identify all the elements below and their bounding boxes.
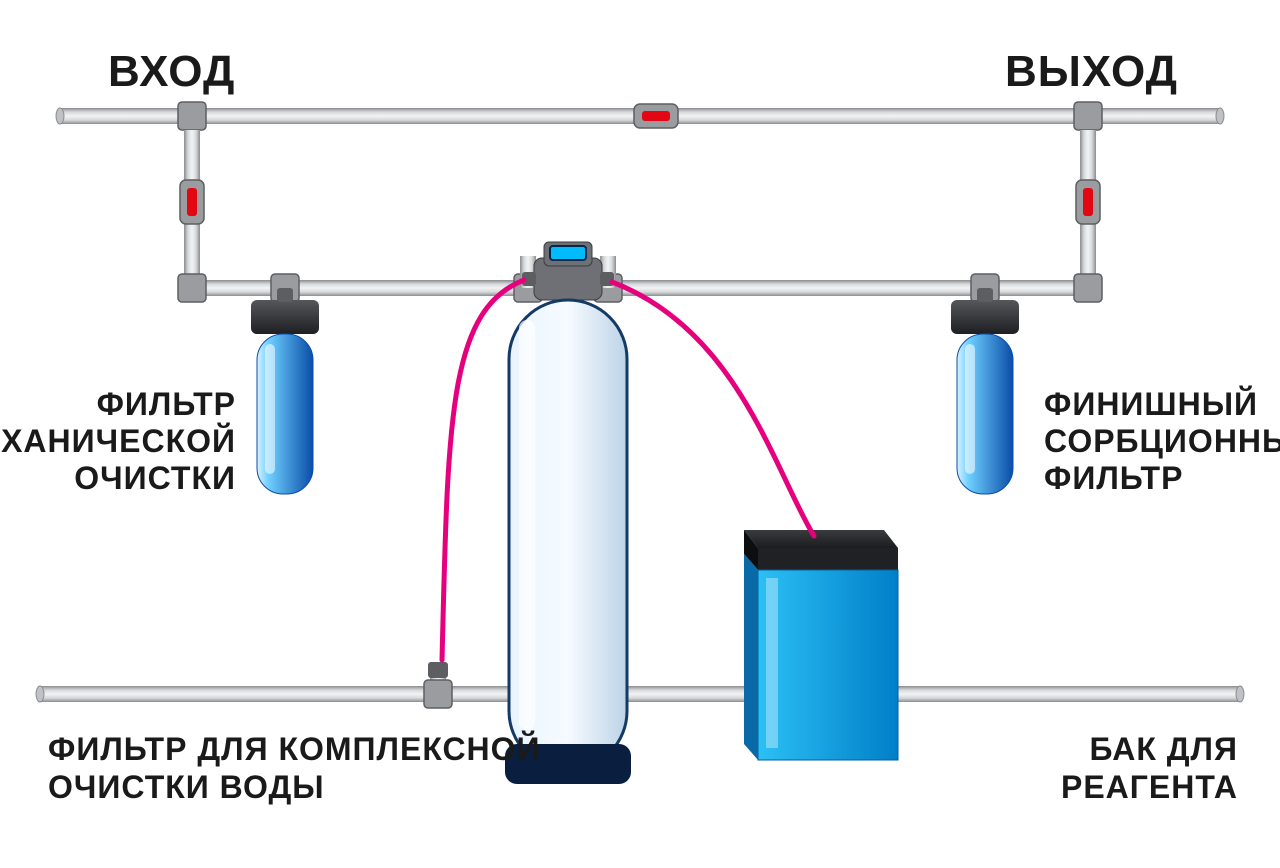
outlet-label: ВЫХОД	[1005, 47, 1178, 96]
softener-column	[505, 300, 631, 784]
sorption-filter	[951, 288, 1019, 494]
tee-fitting	[178, 274, 206, 302]
svg-text:ФИЛЬТР: ФИЛЬТР	[1044, 460, 1183, 496]
tee-fitting	[1074, 102, 1102, 130]
bypass-valve	[634, 104, 678, 128]
control-valve-head	[522, 242, 614, 300]
outlet-valve	[1076, 180, 1100, 224]
complex-filter-label: ФИЛЬТР ДЛЯ КОМПЛЕКСНОЙ	[48, 731, 541, 767]
svg-text:ОЧИСТКИ: ОЧИСТКИ	[74, 460, 236, 496]
mechanical-filter	[251, 288, 319, 494]
tee-fitting	[1074, 274, 1102, 302]
inlet-label: ВХОД	[108, 47, 235, 96]
bottom-pipe	[40, 686, 1240, 702]
sorption-filter-label: ФИНИШНЫЙ	[1044, 386, 1258, 422]
svg-text:СОРБЦИОННЫЙ: СОРБЦИОННЫЙ	[1044, 423, 1280, 459]
mech-filter-label: ФИЛЬТР	[97, 386, 236, 422]
tee-fitting	[424, 680, 452, 708]
tee-fitting	[178, 102, 206, 130]
svg-text:РЕАГЕНТА: РЕАГЕНТА	[1061, 769, 1238, 805]
svg-text:ОЧИСТКИ ВОДЫ: ОЧИСТКИ ВОДЫ	[48, 769, 325, 805]
reagent-tank	[744, 530, 898, 760]
brine-hose	[612, 282, 814, 536]
inlet-valve	[180, 180, 204, 224]
reagent-tank-label: БАК ДЛЯ	[1089, 731, 1238, 767]
svg-text:МЕХАНИЧЕСКОЙ: МЕХАНИЧЕСКОЙ	[0, 423, 236, 459]
